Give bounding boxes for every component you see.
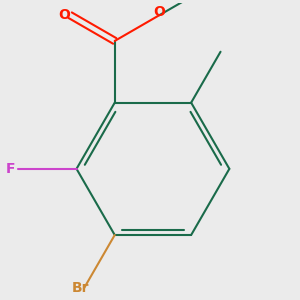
Text: Br: Br	[72, 281, 90, 296]
Text: F: F	[6, 162, 15, 176]
Text: O: O	[153, 5, 165, 19]
Text: O: O	[58, 8, 70, 22]
